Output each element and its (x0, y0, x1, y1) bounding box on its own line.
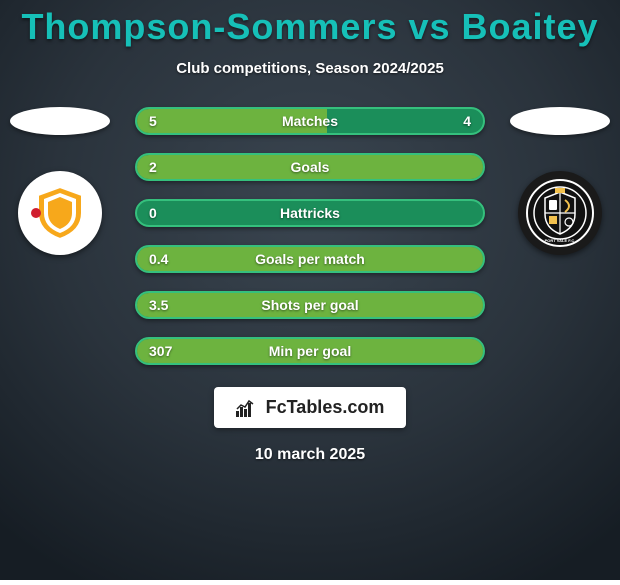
player-right-column: PORT VALE F.C. (505, 107, 615, 255)
stat-label: Min per goal (269, 343, 351, 359)
stat-left-value: 307 (149, 343, 172, 359)
comparison-row: 5 Matches 4 2 Goals 0 Hattricks 0.4 Goals per ma… (0, 107, 620, 365)
brand-text: FcTables.com (266, 397, 385, 418)
stat-bar: 5 Matches 4 (135, 107, 485, 135)
mkdons-crest-icon (30, 183, 90, 243)
club-badge-left (18, 171, 102, 255)
stat-left-value: 0 (149, 205, 157, 221)
stat-left-value: 5 (149, 113, 157, 129)
date-text: 10 march 2025 (255, 446, 365, 464)
stat-bar: 0 Hattricks (135, 199, 485, 227)
stat-label: Hattricks (280, 205, 340, 221)
player-left-column (5, 107, 115, 255)
stat-left-value: 3.5 (149, 297, 168, 313)
flag-right (510, 107, 610, 135)
brand-box: FcTables.com (214, 387, 407, 428)
stat-label: Matches (282, 113, 338, 129)
subtitle: Club competitions, Season 2024/2025 (176, 60, 444, 77)
portvale-crest-icon: PORT VALE F.C. (525, 178, 595, 248)
stat-bars: 5 Matches 4 2 Goals 0 Hattricks 0.4 Goals per ma… (135, 107, 485, 365)
stat-bar: 2 Goals (135, 153, 485, 181)
stat-bar: 307 Min per goal (135, 337, 485, 365)
fctables-logo-icon (236, 399, 258, 417)
stat-bar: 3.5 Shots per goal (135, 291, 485, 319)
svg-text:PORT VALE F.C.: PORT VALE F.C. (545, 238, 576, 243)
club-badge-right: PORT VALE F.C. (518, 171, 602, 255)
stat-left-value: 0.4 (149, 251, 168, 267)
stat-label: Goals (291, 159, 330, 175)
stat-label: Goals per match (255, 251, 365, 267)
stat-right-value: 4 (463, 113, 471, 129)
stat-label: Shots per goal (261, 297, 358, 313)
flag-left (10, 107, 110, 135)
stat-bar: 0.4 Goals per match (135, 245, 485, 273)
stat-left-value: 2 (149, 159, 157, 175)
page-title: Thompson-Sommers vs Boaitey (21, 6, 598, 48)
